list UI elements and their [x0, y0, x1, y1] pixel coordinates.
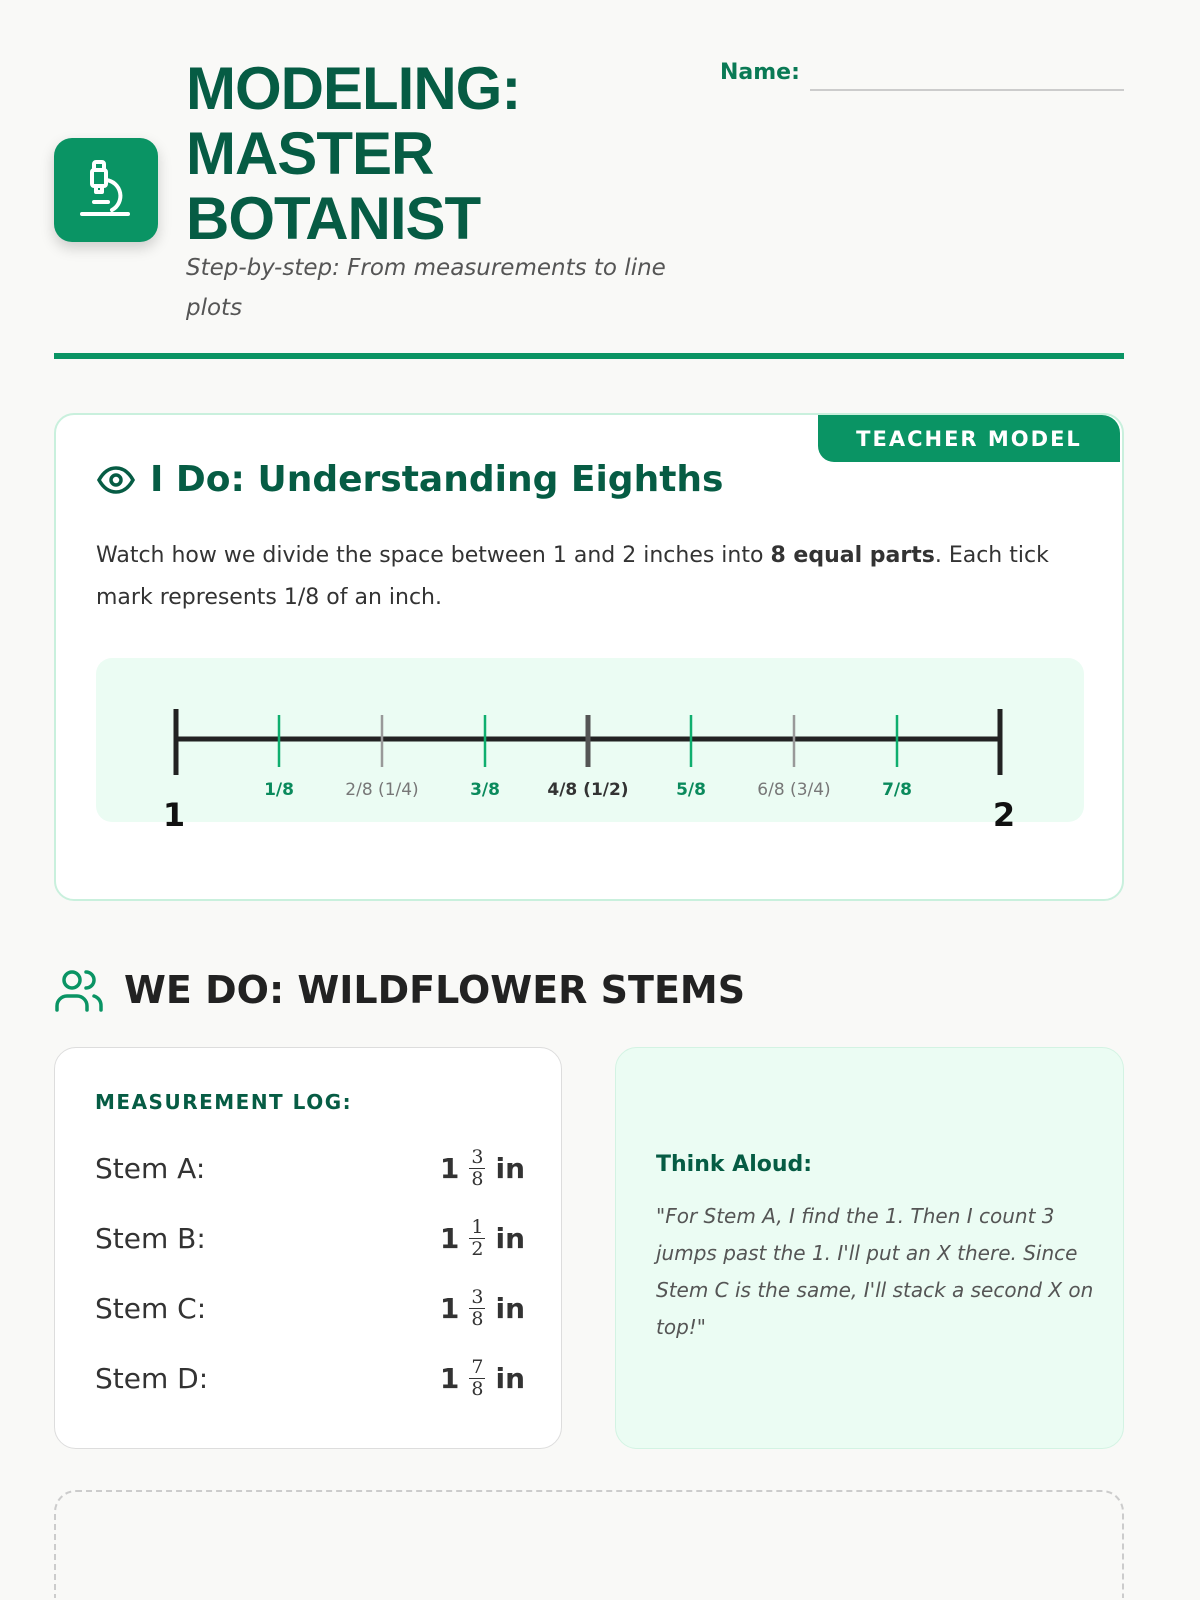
- unit: in: [495, 1361, 525, 1395]
- heading-text: I Do: Understanding Eighths: [150, 459, 724, 500]
- tick-label: 3/8: [470, 780, 500, 800]
- header-divider: [54, 353, 1124, 359]
- eye-icon: [96, 465, 136, 494]
- stem-label: Stem B:: [95, 1221, 206, 1255]
- think-aloud-title: Think Aloud:: [656, 1152, 813, 1177]
- stem-label: Stem D:: [95, 1361, 209, 1395]
- page-title: MODELING: MASTER BOTANIST: [186, 55, 521, 252]
- i-do-heading: I Do: Understanding Eighths: [96, 459, 723, 500]
- users-icon: [55, 970, 103, 1012]
- numerator: 3: [469, 1285, 486, 1309]
- stem-label: Stem C:: [95, 1291, 207, 1325]
- denominator: 8: [471, 1307, 484, 1330]
- whole: 1: [439, 1361, 460, 1395]
- tick-label: 4/8 (1/2): [547, 780, 628, 800]
- subtitle: Step-by-step: From measurements to line …: [186, 255, 666, 321]
- whole: 1: [439, 1221, 460, 1255]
- title-line: BOTANIST: [186, 185, 481, 252]
- unit: in: [495, 1291, 525, 1325]
- denominator: 2: [471, 1237, 484, 1260]
- number-line: 1/8 2/8 (1/4) 3/8 4/8 (1/2) 5/8 6/8 (3/4) 7/8 1…: [163, 709, 1015, 834]
- whole: 1: [439, 1151, 460, 1185]
- denominator: 8: [471, 1167, 484, 1190]
- name-label: Name:: [720, 60, 800, 85]
- teacher-model-badge: TEACHER MODEL: [818, 415, 1120, 462]
- numerator: 7: [469, 1355, 486, 1379]
- title-line: MODELING:: [186, 55, 521, 122]
- log-title: MEASUREMENT LOG:: [95, 1090, 353, 1114]
- i-do-card: TEACHER MODEL I Do: Understanding Eighth…: [54, 413, 1124, 901]
- endpoint-label: 2: [993, 796, 1015, 834]
- instructions-text: . Each tick mark represents 1/8 of an in…: [96, 543, 1049, 610]
- instructions-text: Watch how we divide the space between 1 …: [96, 543, 771, 568]
- think-aloud-card: Think Aloud: "For Stem A, I find the 1. …: [615, 1047, 1124, 1449]
- think-aloud-text: "For Stem A, I find the 1. Then I count …: [656, 1204, 1094, 1339]
- tick-label: 2/8 (1/4): [345, 780, 418, 800]
- whole: 1: [439, 1291, 460, 1325]
- instructions: Watch how we divide the space between 1 …: [96, 535, 1076, 619]
- tick-label: 5/8: [676, 780, 706, 800]
- we-do-heading: WE DO: WILDFLOWER STEMS: [54, 968, 745, 1012]
- denominator: 8: [471, 1377, 484, 1400]
- endpoint-label: 1: [163, 796, 185, 834]
- tick-label: 7/8: [882, 780, 912, 800]
- microscope-logo: [54, 138, 158, 242]
- name-field[interactable]: [810, 89, 1124, 91]
- tick-label: 6/8 (3/4): [757, 780, 830, 800]
- microscope-icon: [80, 160, 130, 216]
- line-plot-area: [54, 1490, 1124, 1598]
- instructions-bold: 8 equal parts: [770, 543, 935, 568]
- tick-label: 1/8: [264, 780, 294, 800]
- stem-label: Stem A:: [95, 1151, 206, 1185]
- numerator: 3: [469, 1145, 486, 1169]
- heading-text: WE DO: WILDFLOWER STEMS: [124, 968, 746, 1012]
- unit: in: [495, 1151, 525, 1185]
- unit: in: [495, 1221, 525, 1255]
- numerator: 1: [469, 1215, 486, 1239]
- title-line: MASTER: [186, 120, 434, 187]
- number-line-panel: 1/8 2/8 (1/4) 3/8 4/8 (1/2) 5/8 6/8 (3/4) 7/8 1…: [96, 658, 1084, 834]
